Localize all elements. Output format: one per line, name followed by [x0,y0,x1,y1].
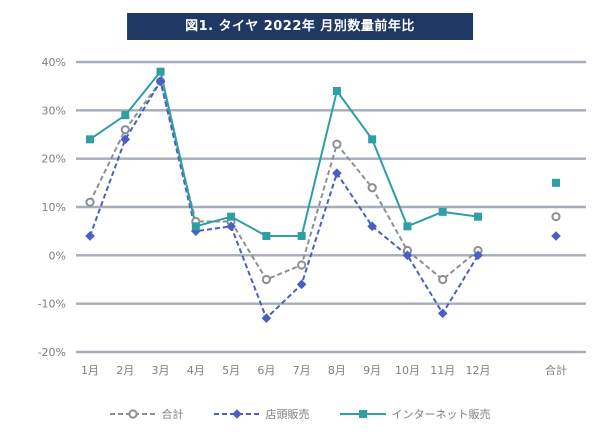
data-point-internet-sales [227,212,236,221]
data-point-internet-sales [552,178,560,187]
data-point-total [551,212,561,222]
data-point-store-sales [332,168,342,178]
legend-marker-total [109,409,156,419]
x-axis-label: 4月 [187,364,205,377]
data-point-store-sales [402,250,413,261]
legend-label-internet-sales: インターネット販売 [391,408,491,421]
y-axis-label: 40% [42,56,66,69]
data-point-total [261,274,271,285]
data-point-store-sales [296,279,307,290]
y-axis-label: 10% [42,201,66,214]
data-point-internet-sales [262,232,271,240]
x-axis-label: 12月 [466,364,491,377]
data-point-internet-sales [403,222,412,231]
x-axis-label: 7月 [293,364,311,377]
data-point-total [332,139,342,149]
data-point-internet-sales [368,135,377,144]
data-point-internet-sales [332,87,341,95]
x-axis-label: 2月 [116,364,134,377]
x-axis-label: 10月 [395,364,420,377]
data-point-internet-sales [86,135,94,144]
data-point-internet-sales [297,232,306,240]
x-axis-label: 3月 [152,364,170,377]
legend-item-store-sales: 店頭販売 [213,406,310,422]
data-point-store-sales [437,308,448,319]
data-point-store-sales [191,226,201,236]
series-line-store-sales [89,80,479,320]
legend-item-internet-sales: インターネット販売 [339,406,491,422]
y-axis-label: -10% [38,298,66,311]
data-point-store-sales [367,221,377,232]
x-axis-label: 9月 [363,364,381,377]
data-point-store-sales [551,231,561,241]
legend-item-total: 合計 [109,406,184,422]
x-axis-label: 5月 [222,364,240,377]
x-axis-label: 8月 [328,364,346,377]
x-axis-label: 11月 [430,364,455,377]
data-point-internet-sales [438,207,447,216]
y-axis-label: 20% [42,153,66,166]
data-point-internet-sales [156,67,165,76]
data-point-total [85,197,95,207]
x-axis-label: 合計 [545,363,567,377]
data-point-total [438,274,448,285]
data-point-total [120,125,130,135]
data-point-store-sales [155,76,166,87]
data-point-total [367,183,377,193]
data-point-store-sales [226,221,236,232]
data-point-store-sales [85,231,95,241]
data-point-store-sales [473,250,483,261]
data-point-store-sales [261,313,272,323]
data-point-total [297,260,307,270]
legend-label-store-sales: 店頭販売 [265,408,310,421]
legend: 合計 店頭販売 インターネット販売 [0,406,600,422]
series-line-internet-sales [89,70,479,237]
data-point-internet-sales [191,222,200,231]
y-axis-label: 30% [42,104,66,117]
data-point-store-sales [120,134,131,145]
legend-label-total: 合計 [161,408,184,421]
chart-title: 図1. タイヤ 2022年 月別数量前年比 [127,13,473,40]
data-point-internet-sales [474,212,482,221]
y-axis-label: -20% [38,346,66,359]
data-point-internet-sales [121,111,130,120]
x-axis-label: 6月 [257,364,275,377]
y-axis-label: 0% [49,249,66,262]
legend-marker-internet-sales [339,410,386,418]
legend-marker-store-sales [213,409,260,419]
x-axis-label: 1月 [81,364,99,377]
